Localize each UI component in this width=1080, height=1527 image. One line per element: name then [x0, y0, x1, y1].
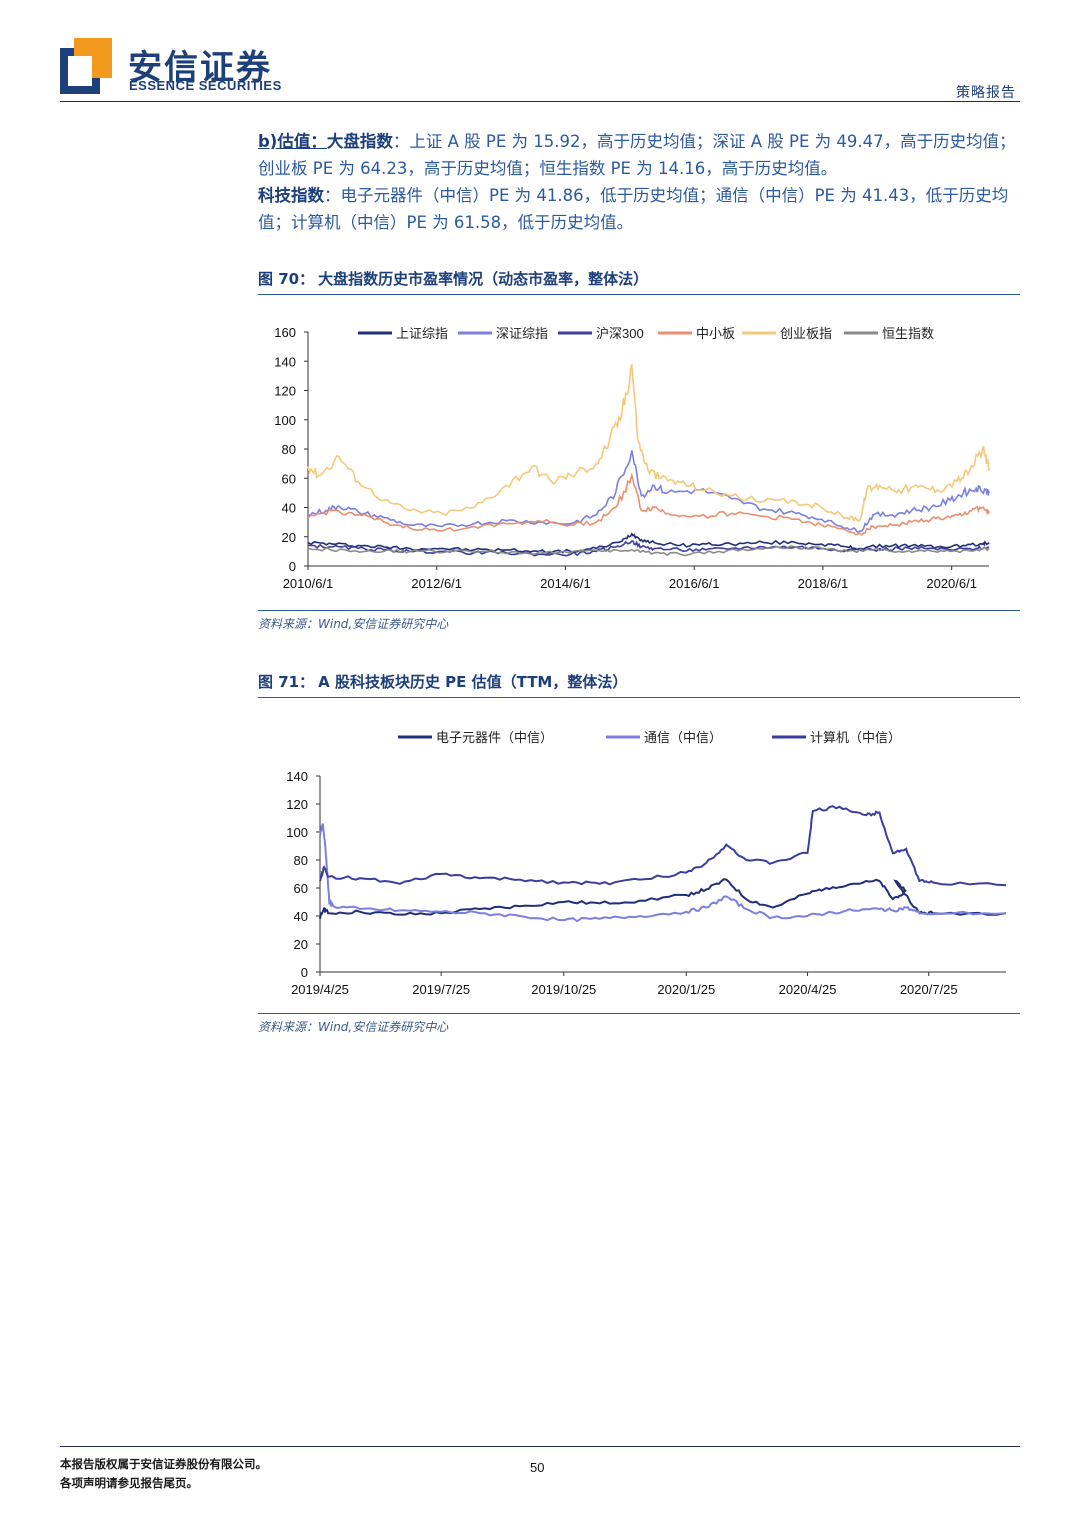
- legend-label: 通信（中信）: [644, 730, 722, 745]
- brand-name-cn: 安信证券: [128, 48, 272, 88]
- x-tick-label: 2020/7/25: [900, 982, 958, 997]
- chart-tech-pe: 0 20 40 60 80 100 120 140 2019/4/25 2019/7/25 2019…: [286, 730, 1007, 997]
- x-tick-label: 2012/6/1: [411, 576, 462, 591]
- x-tick-label: 2014/6/1: [540, 576, 591, 591]
- series-line-2: [319, 823, 1007, 923]
- series-line-5: [307, 364, 990, 523]
- legend-label: 计算机（中信）: [810, 730, 901, 745]
- legend-label: 沪深300: [596, 326, 644, 341]
- y-tick-label: 100: [286, 825, 308, 840]
- valuation-paragraph: b)估值：大盘指数：上证 A 股 PE 为 15.92，高于历史均值；深证 A …: [258, 128, 1023, 236]
- y-tick-label: 0: [301, 965, 308, 980]
- footer-copyright: 本报告版权属于安信证券股份有限公司。: [60, 1457, 267, 1471]
- label-large-cap: 大盘指数: [326, 132, 393, 151]
- figure-71-number: 图 71：: [258, 673, 315, 691]
- y-tick-label: 160: [274, 325, 296, 340]
- x-tick-label: 2019/10/25: [531, 982, 596, 997]
- figure-70-title: 图 70： 大盘指数历史市盈率情况（动态市盈率，整体法）: [258, 268, 1020, 295]
- legend-label: 电子元器件（中信）: [436, 730, 553, 745]
- x-tick-label: 2016/6/1: [669, 576, 720, 591]
- label-tech: 科技指数: [258, 186, 324, 205]
- x-tick-label: 2019/7/25: [412, 982, 470, 997]
- y-tick-label: 40: [294, 909, 308, 924]
- y-tick-label: 80: [282, 442, 296, 457]
- y-tick-label: 60: [282, 471, 296, 486]
- series-line-3: [319, 805, 1007, 887]
- figure-70-caption: 大盘指数历史市盈率情况（动态市盈率，整体法）: [318, 270, 649, 288]
- figure-71-title: 图 71： A 股科技板块历史 PE 估值（TTM，整体法）: [258, 671, 1020, 698]
- report-type: 策略报告: [956, 85, 1016, 101]
- series-line-1: [307, 532, 990, 554]
- y-tick-label: 80: [294, 853, 308, 868]
- x-tick-label: 2020/6/1: [926, 576, 977, 591]
- figure-70-number: 图 70：: [258, 270, 315, 288]
- chart-index-pe: 0 20 40 60 80 100 120 140 160 2010/6/1 2012/6/1 201…: [274, 325, 990, 591]
- series-line-3: [308, 540, 990, 557]
- figure-70-source: 资料来源：Wind,安信证券研究中心: [258, 610, 1020, 632]
- legend-label: 创业板指: [780, 326, 832, 341]
- x-tick-label: 2019/4/25: [291, 982, 349, 997]
- series-line-2: [307, 450, 990, 534]
- y-tick-label: 20: [294, 937, 308, 952]
- x-tick-label: 2020/4/25: [779, 982, 837, 997]
- tech-text: ：电子元器件（中信）PE 为 41.86，低于历史均值；通信（中信）PE 为 4…: [258, 186, 1009, 232]
- footer-divider: [60, 1446, 1020, 1447]
- legend-label: 深证综指: [496, 326, 548, 341]
- y-tick-label: 140: [274, 354, 296, 369]
- brand-name-en: ESSENCE SECURITIES: [129, 78, 282, 93]
- brand-logo-icon: [60, 38, 112, 94]
- series-line-6: [307, 545, 990, 557]
- y-tick-label: 140: [286, 769, 308, 784]
- label-b: b): [258, 132, 278, 151]
- y-tick-label: 120: [286, 797, 308, 812]
- y-tick-label: 0: [289, 559, 296, 574]
- legend-label: 中小板: [696, 326, 735, 341]
- figure-71-caption: A 股科技板块历史 PE 估值（TTM，整体法）: [318, 673, 628, 691]
- x-tick-label: 2018/6/1: [798, 576, 849, 591]
- y-tick-label: 20: [282, 530, 296, 545]
- legend-label: 上证综指: [396, 326, 448, 341]
- page-number: 50: [530, 1460, 545, 1475]
- legend-label: 恒生指数: [882, 326, 934, 341]
- figure-71-source: 资料来源：Wind,安信证券研究中心: [258, 1013, 1020, 1035]
- footer-disclaimer: 各项声明请参见报告尾页。: [60, 1476, 198, 1490]
- y-tick-label: 40: [282, 501, 296, 516]
- x-tick-label: 2010/6/1: [283, 576, 334, 591]
- label-valuation: 估值：: [277, 132, 327, 151]
- y-tick-label: 120: [274, 384, 296, 399]
- series-line-1: [319, 878, 1007, 919]
- y-tick-label: 100: [274, 413, 296, 428]
- y-tick-label: 60: [294, 881, 308, 896]
- x-tick-label: 2020/1/25: [657, 982, 715, 997]
- series-line-4: [307, 472, 990, 536]
- large-cap-text: ：上证 A 股 PE 为 15.92，高于历史均值；深证 A 股 PE 为 49…: [258, 132, 1016, 178]
- header-divider: [60, 101, 1020, 102]
